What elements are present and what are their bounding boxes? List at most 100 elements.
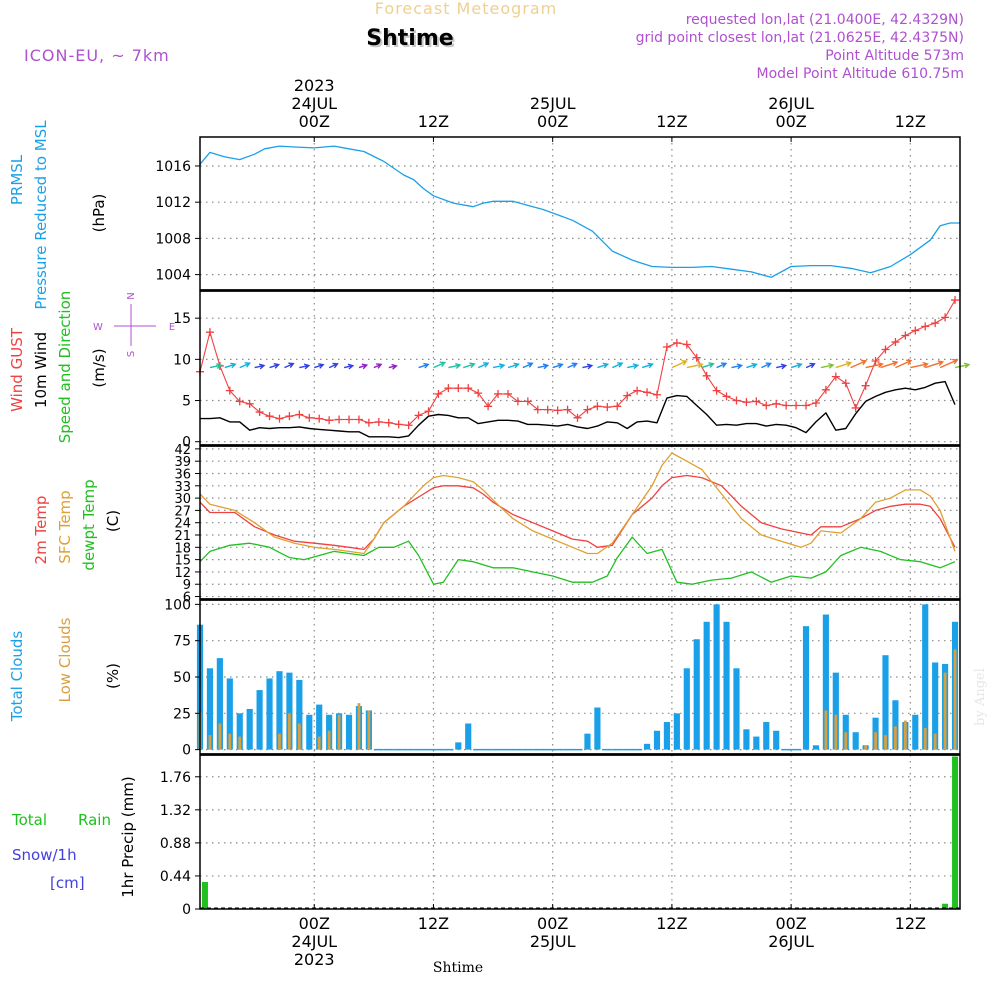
total-cloud-bar: [703, 621, 710, 750]
wind-direction-arrow: [463, 362, 476, 369]
gust-marker: [225, 386, 234, 395]
total-cloud-bar: [663, 722, 671, 750]
low-cloud-bar: [218, 723, 222, 750]
gust-marker: [235, 397, 244, 406]
gust-marker: [682, 340, 691, 349]
rain-bar: [201, 881, 208, 909]
total-cloud-bar: [753, 736, 760, 750]
low-cloud-bar: [844, 732, 848, 750]
wind-speed-line: [200, 380, 956, 439]
y-tick-label: 30: [174, 492, 191, 507]
time-label-bottom: 2023: [294, 950, 335, 969]
gust-marker: [792, 401, 801, 410]
wind-direction-arrow: [850, 359, 868, 369]
y-tick-label: 1008: [155, 231, 191, 247]
wind-direction-arrow: [612, 362, 624, 369]
legend-cm: [cm]: [50, 874, 85, 892]
time-label-bottom: 00Z: [775, 914, 806, 933]
gust-marker: [503, 389, 512, 398]
y-tick-label: 1004: [155, 268, 191, 284]
time-label-bottom: 25JUL: [530, 932, 576, 951]
y-tick-label: 50: [173, 670, 191, 686]
y-tick-label: 33: [174, 480, 191, 495]
gust-marker: [255, 408, 264, 417]
gust-marker: [335, 415, 344, 424]
gust-marker: [583, 405, 592, 414]
y-tick-label: 10: [173, 352, 191, 368]
y-tick-label: 0.88: [160, 836, 191, 852]
low-cloud-bar: [337, 714, 341, 750]
gust-marker: [732, 396, 741, 405]
y-tick-label: 1012: [155, 195, 191, 211]
wind-direction-arrow: [716, 362, 728, 369]
low-cloud-bar: [894, 726, 897, 750]
time-label-bottom: 12Z: [656, 914, 687, 933]
total-cloud-bar: [922, 604, 929, 750]
wind-direction-arrow: [895, 359, 913, 369]
wind-direction-arrow: [477, 362, 490, 369]
gust-marker: [742, 398, 751, 407]
time-label-bottom: 24JUL: [291, 932, 337, 951]
time-label-top: 12Z: [895, 112, 926, 131]
gust-marker: [861, 381, 870, 390]
low-cloud-bar: [208, 735, 212, 750]
dewpoint-line: [199, 536, 956, 585]
gust-marker: [662, 343, 671, 351]
y-tick-label: 0.44: [160, 869, 191, 885]
total-cloud-bar: [892, 700, 899, 750]
gust-marker: [643, 388, 652, 397]
gust-marker: [831, 372, 840, 381]
wind-direction-arrow: [939, 358, 959, 369]
axis-labels: 1004100810121016051015691215182124273033…: [155, 76, 926, 969]
gust-marker: [464, 384, 473, 393]
wind-direction-arrow: [373, 363, 383, 369]
y-tick-label: 18: [174, 541, 191, 556]
wind-direction-arrow: [343, 363, 355, 370]
sfc-temp-ylabel: SFC Temp: [56, 490, 74, 563]
wind-direction-arrow: [701, 362, 715, 369]
gust-marker: [573, 413, 582, 422]
y-tick-label: 1.76: [160, 770, 191, 786]
total-cloud-bar: [206, 668, 214, 750]
total-cloud-bar: [653, 730, 661, 750]
gust-marker: [384, 418, 393, 427]
wind-direction-arrow: [805, 362, 816, 369]
y-tick-label: 36: [174, 467, 191, 482]
wind-direction-arrow: [954, 362, 971, 369]
gust-marker: [613, 402, 622, 411]
time-label-top: 12Z: [656, 112, 687, 131]
gust-marker: [811, 399, 820, 407]
total-cloud-bar: [584, 733, 591, 750]
grid-layer: [200, 137, 960, 909]
total-cloud-bar: [733, 668, 740, 750]
compass-east: E: [169, 322, 175, 333]
total-clouds-ylabel: Total Clouds: [8, 631, 26, 723]
time-label-top: 2023: [294, 76, 335, 95]
gust-marker: [404, 421, 413, 430]
wind-direction-arrow: [284, 362, 295, 369]
gust-marker: [305, 413, 314, 422]
total-cloud-bar: [296, 679, 303, 750]
footer-location: Shtime: [433, 960, 483, 976]
y-tick-label: 15: [173, 311, 191, 327]
gust-marker: [434, 389, 443, 398]
total-cloud-bar: [216, 658, 223, 750]
gust-marker: [513, 397, 522, 406]
meteogram-title: Forecast Meteogram: [375, 0, 557, 18]
total-cloud-bar: [693, 639, 700, 750]
location-title: Shtime: [366, 26, 453, 51]
y-tick-label: 75: [173, 634, 191, 650]
total-cloud-bar: [286, 672, 293, 750]
gust-marker: [295, 410, 304, 419]
cloud-unit: (%): [104, 663, 122, 689]
low-cloud-bar: [884, 735, 887, 750]
legend-snow: Snow/1h: [12, 846, 77, 864]
wind-direction-arrow: [358, 363, 369, 370]
y-tick-label: 21: [174, 529, 191, 544]
gust-marker: [901, 331, 910, 340]
wind-direction-arrow: [925, 360, 945, 369]
y-tick-label: 42: [174, 443, 191, 458]
gust-marker: [802, 401, 811, 410]
low-cloud-bar: [238, 736, 242, 750]
grid-point-coords: grid point closest lon,lat (21.0625E, 42…: [636, 30, 964, 46]
